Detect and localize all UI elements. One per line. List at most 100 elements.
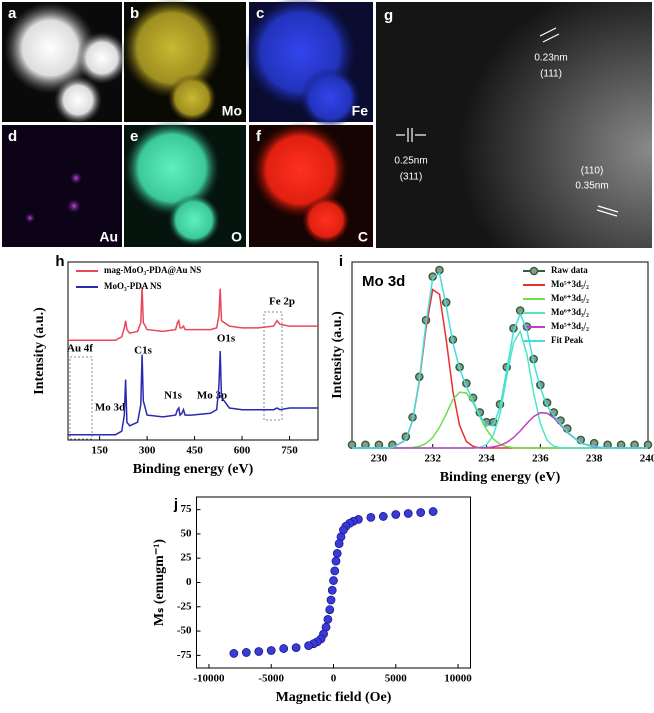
panel-letter: d (8, 128, 17, 145)
data-point (229, 649, 239, 658)
x-tick-label: 750 (281, 445, 298, 457)
x-tick-label: 232 (424, 453, 441, 465)
map (168, 74, 216, 122)
series-line (352, 272, 648, 449)
y-tick-label: 75 (181, 503, 193, 515)
panel-letter: f (256, 128, 262, 145)
legend-label: mag-MoO₃-PDA@Au NS (104, 265, 201, 275)
annotation: 0.25nm (394, 156, 427, 167)
annotation: O1s (217, 333, 236, 345)
data-point (403, 509, 413, 518)
y-tick-label: -25 (177, 600, 192, 612)
data-point (416, 508, 426, 517)
x-tick-label: 600 (234, 445, 251, 457)
panel-letter: i (339, 253, 343, 270)
map (302, 196, 350, 244)
series-line (352, 288, 648, 449)
legend-label: Mo⁵⁺3d₃/₂ (551, 321, 589, 331)
x-tick-label: 230 (371, 453, 388, 465)
element-label: O (231, 229, 242, 245)
element-label: Fe (352, 103, 369, 119)
x-tick-label: -5000 (258, 673, 284, 685)
x-axis-label: Magnetic field (Oe) (276, 690, 392, 705)
panel-d (2, 125, 122, 247)
data-point (241, 648, 251, 657)
data-point (391, 510, 401, 519)
data-point (291, 643, 301, 652)
series-line (68, 286, 318, 342)
particle (4, 2, 96, 94)
y-tick-label: -50 (177, 625, 192, 637)
data-point (254, 647, 264, 656)
x-tick-label: 450 (186, 445, 203, 457)
map (124, 120, 220, 216)
panel-letter: h (55, 253, 64, 270)
x-tick-label: 300 (139, 445, 156, 457)
annotation: (110) (581, 166, 604, 177)
annotation: Mo 3d (95, 402, 125, 414)
map (122, 0, 222, 98)
data-point (323, 615, 333, 624)
annotation: Au 4f (67, 343, 93, 355)
annotation: Fe 2p (269, 296, 295, 308)
data-point (428, 507, 438, 516)
data-point (325, 605, 335, 615)
map (300, 68, 360, 128)
panel-letter: a (8, 5, 17, 22)
x-tick-label: 150 (91, 445, 108, 457)
legend-label: Mo⁶⁺3d₅/₂ (551, 293, 589, 303)
map (252, 122, 348, 218)
annotation: (111) (540, 69, 562, 80)
element-label: Au (99, 229, 118, 245)
panel-letter: e (130, 128, 138, 145)
element-label: Mo (222, 103, 242, 119)
x-tick-label: 0 (331, 673, 337, 685)
x-tick-label: 240 (640, 453, 654, 465)
panel-letter: j (173, 496, 178, 513)
map (67, 199, 81, 213)
data-point (366, 513, 376, 522)
data-point (326, 595, 336, 605)
map (25, 213, 35, 223)
annotation: (311) (400, 172, 423, 183)
element-label: C (358, 229, 368, 245)
x-tick-label: 238 (586, 453, 603, 465)
plot-frame (67, 261, 319, 441)
x-axis-label: Binding energy (eV) (440, 470, 561, 485)
data-point (266, 646, 276, 655)
annotation: 0.23nm (534, 53, 567, 64)
x-axis-label: Binding energy (eV) (133, 462, 254, 477)
map (168, 194, 220, 246)
series-line (352, 329, 648, 449)
h-boxes (69, 311, 283, 440)
data-point (279, 644, 289, 653)
particle (54, 76, 102, 124)
y-axis-label: Intensity (a.u.) (32, 307, 47, 395)
data-point (330, 566, 340, 576)
y-tick-label: 25 (181, 552, 193, 564)
image-panels: a b c d e f g Mo Fe Au O C 0.23nm (111) … (2, 0, 652, 248)
panel-letter: b (130, 5, 139, 22)
legend-label: Fit Peak (551, 335, 583, 345)
data-point (329, 576, 338, 585)
y-axis-label: Mₛ (emugm⁻¹) (152, 539, 167, 627)
annotation: 0.35nm (575, 181, 608, 192)
legend-label: Mo⁵⁺3d₅/₂ (551, 279, 589, 289)
y-tick-label: 50 (181, 527, 193, 539)
data-point (304, 641, 313, 651)
x-tick-label: -10000 (193, 673, 225, 685)
annotation: Mo 3p (197, 390, 227, 402)
legend-marker (529, 266, 539, 276)
lattice-marks (396, 27, 619, 217)
panel-letter: g (384, 7, 393, 24)
data-point (378, 512, 388, 521)
chart-title: Mo 3d (362, 273, 405, 290)
x-tick-label: 5000 (385, 673, 408, 685)
y-tick-label: -75 (177, 649, 192, 661)
y-tick-label: 0 (186, 576, 192, 588)
panel-letter: c (256, 5, 264, 22)
particle (76, 32, 128, 84)
x-tick-label: 234 (478, 453, 495, 465)
data-point (331, 556, 341, 566)
